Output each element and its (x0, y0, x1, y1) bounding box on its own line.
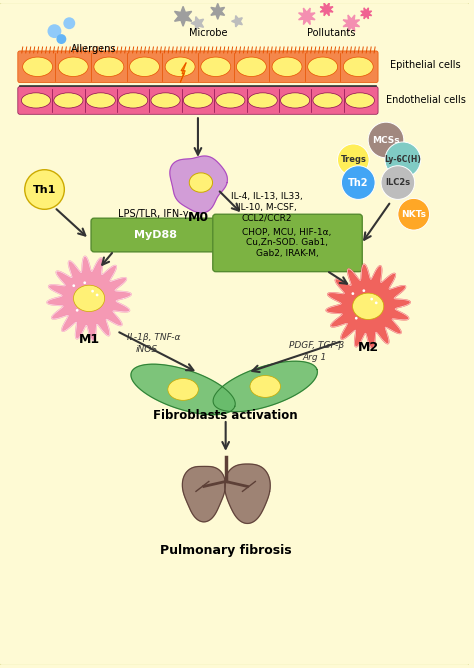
Ellipse shape (189, 173, 212, 192)
Ellipse shape (168, 379, 198, 400)
Text: M2: M2 (357, 341, 379, 354)
FancyBboxPatch shape (91, 218, 221, 252)
Text: CHOP, MCU, HIF-1α,
Cu,Zn-SOD. Gab1,
Gab2, IRAK-M,: CHOP, MCU, HIF-1α, Cu,Zn-SOD. Gab1, Gab2… (242, 228, 332, 258)
Ellipse shape (201, 57, 231, 76)
Polygon shape (170, 156, 228, 213)
Ellipse shape (308, 57, 337, 76)
Circle shape (341, 166, 375, 200)
Text: Pulmonary fibrosis: Pulmonary fibrosis (160, 544, 292, 557)
Polygon shape (211, 3, 225, 19)
Circle shape (73, 285, 75, 287)
Circle shape (83, 281, 86, 284)
Text: MyD88: MyD88 (134, 230, 177, 240)
Text: M0: M0 (187, 210, 209, 224)
Text: Pollutants: Pollutants (307, 28, 356, 38)
Circle shape (355, 317, 358, 319)
Circle shape (385, 142, 420, 178)
Ellipse shape (58, 57, 88, 76)
Polygon shape (320, 3, 333, 16)
FancyBboxPatch shape (0, 3, 470, 665)
Ellipse shape (216, 93, 245, 108)
Circle shape (368, 122, 404, 158)
Polygon shape (213, 361, 318, 411)
Circle shape (96, 293, 99, 297)
Polygon shape (180, 63, 186, 83)
Circle shape (47, 24, 61, 38)
Text: Tregs: Tregs (340, 155, 366, 164)
Text: Arg 1: Arg 1 (302, 353, 327, 362)
Ellipse shape (313, 93, 342, 108)
Text: ILC2s: ILC2s (385, 178, 410, 187)
Circle shape (375, 301, 378, 304)
Polygon shape (225, 464, 270, 524)
Text: IL-4, IL-13, IL33,
IL-10, M-CSF,
CCL2/CCR2: IL-4, IL-13, IL33, IL-10, M-CSF, CCL2/CC… (231, 192, 303, 222)
Ellipse shape (118, 93, 148, 108)
Text: Endothelial cells: Endothelial cells (386, 96, 465, 106)
Text: Ly-6C(H): Ly-6C(H) (384, 155, 421, 164)
Circle shape (76, 309, 79, 312)
FancyBboxPatch shape (18, 87, 378, 114)
Circle shape (363, 289, 365, 292)
Polygon shape (299, 8, 315, 25)
Text: Microbe: Microbe (189, 28, 227, 38)
Polygon shape (361, 8, 372, 19)
Text: PDGF, TGF-β: PDGF, TGF-β (289, 341, 344, 351)
Polygon shape (191, 17, 203, 30)
Polygon shape (182, 466, 226, 522)
Circle shape (337, 144, 369, 176)
Text: iNOS: iNOS (136, 345, 157, 354)
Ellipse shape (353, 293, 384, 319)
Circle shape (91, 290, 94, 293)
Ellipse shape (54, 93, 83, 108)
Circle shape (352, 292, 354, 295)
Ellipse shape (73, 285, 105, 311)
Text: Th2: Th2 (348, 178, 368, 188)
Polygon shape (47, 257, 131, 341)
Circle shape (64, 17, 75, 29)
Ellipse shape (248, 93, 277, 108)
Ellipse shape (183, 93, 212, 108)
Ellipse shape (129, 57, 159, 76)
Text: LPS/TLR, IFN-γ: LPS/TLR, IFN-γ (118, 209, 189, 219)
Text: NKTs: NKTs (401, 210, 426, 218)
Circle shape (381, 166, 415, 200)
Text: Fibroblasts activation: Fibroblasts activation (154, 409, 298, 422)
Ellipse shape (94, 57, 124, 76)
FancyBboxPatch shape (213, 214, 362, 272)
Text: Allergens: Allergens (71, 44, 117, 54)
Polygon shape (131, 364, 235, 415)
Text: MCSs: MCSs (372, 136, 400, 144)
Polygon shape (326, 265, 410, 348)
Text: Th1: Th1 (33, 184, 56, 194)
Circle shape (370, 298, 373, 301)
Ellipse shape (237, 57, 266, 76)
Ellipse shape (281, 93, 310, 108)
Text: Epithelial cells: Epithelial cells (390, 60, 461, 69)
Ellipse shape (272, 57, 302, 76)
Text: IL-1β, TNF-α: IL-1β, TNF-α (127, 333, 180, 343)
Ellipse shape (21, 93, 51, 108)
Ellipse shape (346, 93, 374, 108)
Polygon shape (232, 15, 242, 27)
FancyBboxPatch shape (18, 51, 378, 83)
Ellipse shape (23, 57, 53, 76)
Ellipse shape (86, 93, 115, 108)
Ellipse shape (165, 57, 195, 76)
Polygon shape (343, 15, 360, 31)
Circle shape (398, 198, 429, 230)
Circle shape (56, 34, 66, 44)
Circle shape (25, 170, 64, 209)
Polygon shape (174, 7, 191, 26)
Text: M1: M1 (79, 333, 100, 347)
Ellipse shape (151, 93, 180, 108)
Ellipse shape (343, 57, 373, 76)
Ellipse shape (250, 375, 281, 397)
